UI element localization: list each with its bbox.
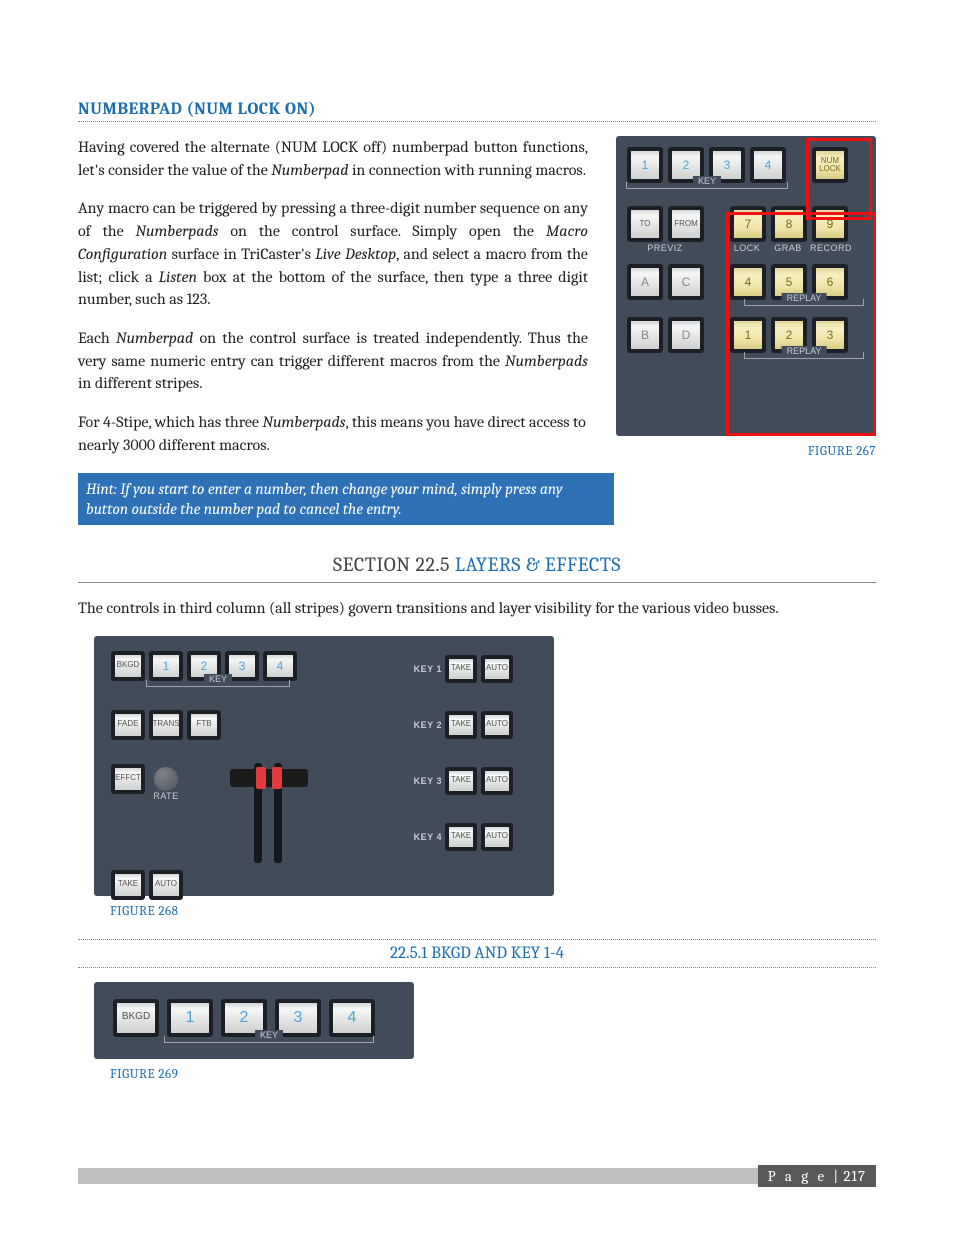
key1-row: KEY 1 TAKE AUTO xyxy=(408,654,538,684)
fade-button[interactable]: FADE xyxy=(111,710,145,740)
trans-button[interactable]: TRANS xyxy=(149,710,183,740)
d-button[interactable]: D xyxy=(668,317,704,353)
a-button[interactable]: A xyxy=(627,264,663,300)
paragraph-1: Having covered the alternate (NUM LOCK o… xyxy=(78,136,588,181)
replay-group-label-2: REPLAY xyxy=(744,352,864,359)
key1-auto-button[interactable]: AUTO xyxy=(481,655,513,683)
key2-take-button[interactable]: TAKE xyxy=(445,711,477,739)
bkgd-button-2[interactable]: BKGD xyxy=(113,999,159,1037)
paragraph-5: The controls in third column (all stripe… xyxy=(78,597,876,620)
numpad-row-2: TO FROM 7 8 9 xyxy=(626,205,866,243)
figure-269: BKGD 1 2 3 4 KEY FIGURE 269 xyxy=(94,982,876,1082)
heading-numberpad: NUMBERPAD (NUM LOCK ON) xyxy=(78,100,876,122)
numpad-row-4: B D 1 2 3 xyxy=(626,316,866,354)
key-group-label: KEY xyxy=(626,182,788,189)
num-4-button[interactable]: 4 xyxy=(730,264,766,300)
t-bar[interactable] xyxy=(194,763,324,863)
rate-label: RATE xyxy=(146,791,186,801)
figure-268-caption: FIGURE 268 xyxy=(110,904,876,919)
take-button[interactable]: TAKE xyxy=(111,870,145,900)
layers-key-label: KEY xyxy=(146,680,290,687)
effect-button[interactable]: EFFCT xyxy=(111,764,145,794)
numpad-row-3: A C 4 5 6 xyxy=(626,263,866,301)
num-9-button[interactable]: 9 xyxy=(812,206,848,242)
paragraph-2: Any macro can be triggered by pressing a… xyxy=(78,197,588,311)
section-22-5-heading: SECTION 22.5 LAYERS & EFFECTS xyxy=(78,553,876,583)
key4-sel-button[interactable]: 4 xyxy=(263,651,297,681)
key4-auto-button[interactable]: AUTO xyxy=(481,823,513,851)
key-1-button[interactable]: 1 xyxy=(627,147,663,183)
layers-right-cluster: KEY 1 TAKE AUTO KEY 2 TAKE AUTO KEY 3 TA… xyxy=(408,650,538,901)
numlock-button[interactable]: NUM LOCK xyxy=(812,147,848,183)
key1-take-button[interactable]: TAKE xyxy=(445,655,477,683)
key2-auto-button[interactable]: AUTO xyxy=(481,711,513,739)
to-button[interactable]: TO xyxy=(627,206,663,242)
layers-panel: BKGD 1 2 3 4 KEY FADE TRANS FTB E xyxy=(94,636,554,896)
key4-take-button[interactable]: TAKE xyxy=(445,823,477,851)
paragraph-3: Each Numberpad on the control surface is… xyxy=(78,327,588,395)
page-footer: P a g e | 217 xyxy=(78,1165,876,1187)
fig269-key-label: KEY xyxy=(164,1036,374,1043)
key4-row: KEY 4 TAKE AUTO xyxy=(408,822,538,852)
c-button[interactable]: C xyxy=(668,264,704,300)
key3-auto-button[interactable]: AUTO xyxy=(481,767,513,795)
page: NUMBERPAD (NUM LOCK ON) 1 2 3 4 NUM LOCK… xyxy=(0,0,954,1235)
key1-button-2[interactable]: 1 xyxy=(167,999,213,1037)
bkgd-button[interactable]: BKGD xyxy=(111,651,145,681)
num-1-button[interactable]: 1 xyxy=(730,317,766,353)
numpad-row-key: 1 2 3 4 NUM LOCK xyxy=(626,146,866,184)
key1-sel-button[interactable]: 1 xyxy=(149,651,183,681)
ftb-button[interactable]: FTB xyxy=(187,710,221,740)
from-button[interactable]: FROM xyxy=(668,206,704,242)
footer-bar xyxy=(78,1168,758,1184)
bkgd-key-panel: BKGD 1 2 3 4 KEY xyxy=(94,982,414,1059)
replay-group-label-1: REPLAY xyxy=(744,299,864,306)
num-7-button[interactable]: 7 xyxy=(730,206,766,242)
numpad-panel: 1 2 3 4 NUM LOCK KEY TO FROM 7 8 9 PREVI… xyxy=(616,136,876,436)
key4-button-2[interactable]: 4 xyxy=(329,999,375,1037)
key3-take-button[interactable]: TAKE xyxy=(445,767,477,795)
figure-267-caption: FIGURE 267 xyxy=(616,444,876,459)
key-4-button[interactable]: 4 xyxy=(750,147,786,183)
b-button[interactable]: B xyxy=(627,317,663,353)
hint-box: Hint: If you start to enter a number, th… xyxy=(78,473,614,525)
page-number: P a g e | 217 xyxy=(758,1165,876,1187)
figure-268: BKGD 1 2 3 4 KEY FADE TRANS FTB E xyxy=(94,636,876,919)
figure-269-caption: FIGURE 269 xyxy=(110,1067,876,1082)
num-8-button[interactable]: 8 xyxy=(771,206,807,242)
rate-knob[interactable] xyxy=(154,767,178,791)
key3-row: KEY 3 TAKE AUTO xyxy=(408,766,538,796)
subsection-22-5-1-heading: 22.5.1 BKGD AND KEY 1-4 xyxy=(78,939,876,968)
auto-button[interactable]: AUTO xyxy=(149,870,183,900)
layers-left-cluster: BKGD 1 2 3 4 KEY FADE TRANS FTB E xyxy=(110,650,340,901)
paragraph-4: For 4-Stipe, which has three Numberpads,… xyxy=(78,411,588,456)
key2-row: KEY 2 TAKE AUTO xyxy=(408,710,538,740)
numpad-row-2-labels: PREVIZ LOCK GRAB RECORD xyxy=(626,243,866,253)
figure-267: 1 2 3 4 NUM LOCK KEY TO FROM 7 8 9 PREVI… xyxy=(616,136,876,459)
